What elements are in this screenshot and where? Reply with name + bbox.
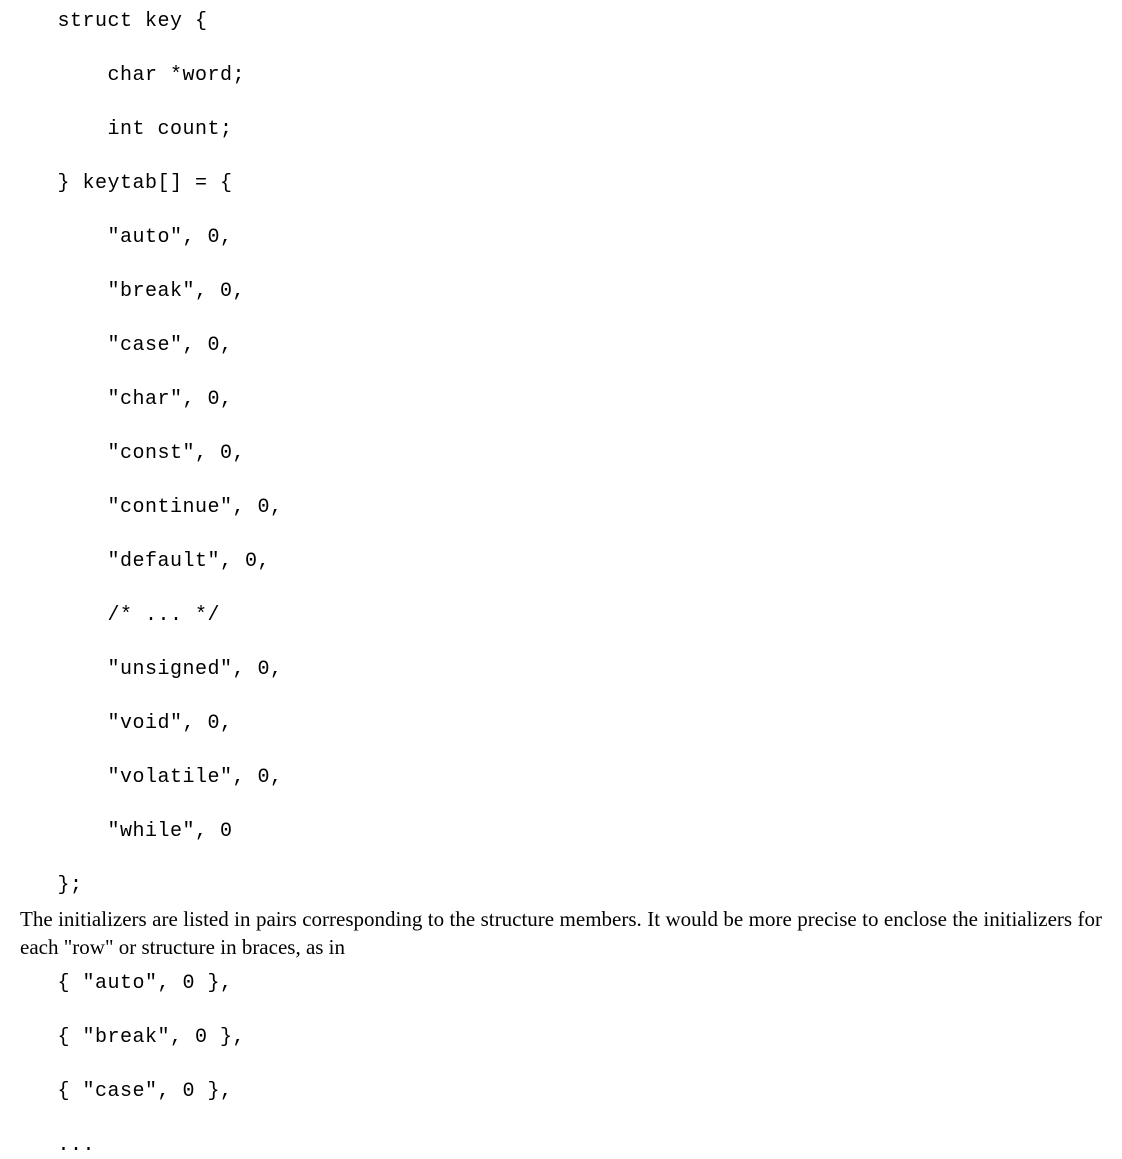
code-line: } keytab[] = { [20, 170, 1102, 197]
code-line: "while", 0 [20, 818, 1102, 845]
code-line: "case", 0, [20, 332, 1102, 359]
code-line: { "case", 0 }, [20, 1078, 1102, 1105]
code-block-1: struct key { char *word; int count; } ke… [20, 8, 1102, 899]
code-line: /* ... */ [20, 602, 1102, 629]
code-line: int count; [20, 116, 1102, 143]
code-line: "volatile", 0, [20, 764, 1102, 791]
code-line: "auto", 0, [20, 224, 1102, 251]
paragraph: The initializers are listed in pairs cor… [20, 905, 1102, 962]
page: struct key { char *word; int count; } ke… [0, 0, 1122, 1159]
code-line: "char", 0, [20, 386, 1102, 413]
code-line: { "auto", 0 }, [20, 970, 1102, 997]
code-line: "void", 0, [20, 710, 1102, 737]
code-line: "default", 0, [20, 548, 1102, 575]
code-line: }; [20, 872, 1102, 899]
code-line: "unsigned", 0, [20, 656, 1102, 683]
code-line: "continue", 0, [20, 494, 1102, 521]
code-block-2: { "auto", 0 }, { "break", 0 }, { "case",… [20, 970, 1102, 1159]
code-line: struct key { [20, 8, 1102, 35]
code-line: ... [20, 1132, 1102, 1159]
code-line: "const", 0, [20, 440, 1102, 467]
code-line: "break", 0, [20, 278, 1102, 305]
code-line: { "break", 0 }, [20, 1024, 1102, 1051]
code-line: char *word; [20, 62, 1102, 89]
